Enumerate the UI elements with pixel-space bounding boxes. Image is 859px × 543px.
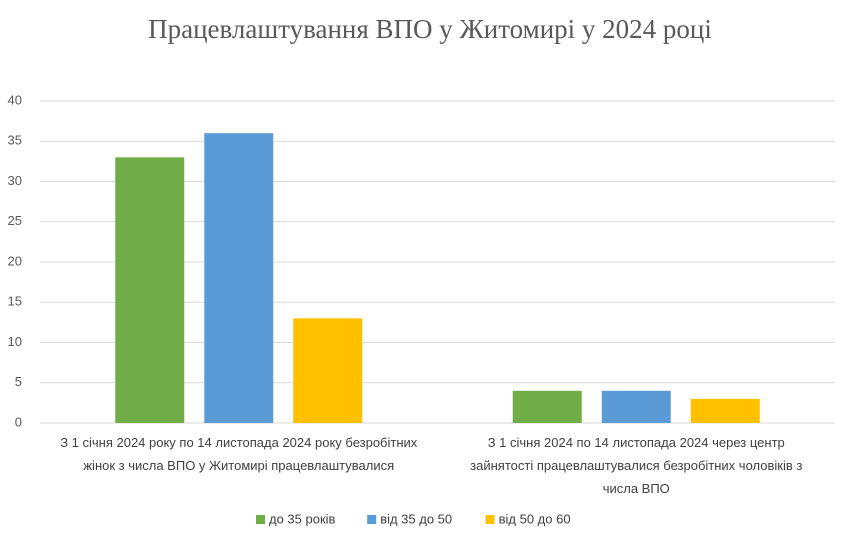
bar bbox=[115, 157, 185, 423]
x-tick-label: З 1 січня 2024 року по 14 листопада 2024… bbox=[60, 435, 418, 473]
chart-title: Працевлаштування ВПО у Житомирі у 2024 р… bbox=[148, 14, 712, 44]
legend-swatch bbox=[367, 515, 377, 524]
legend-label: до 35 років bbox=[269, 511, 336, 526]
y-tick-label: 30 bbox=[8, 173, 22, 188]
y-tick-label: 10 bbox=[8, 334, 22, 349]
y-tick-label: 0 bbox=[15, 414, 22, 429]
y-tick-label: 40 bbox=[8, 92, 22, 107]
legend-swatch bbox=[256, 515, 265, 524]
y-tick-label: 25 bbox=[8, 213, 22, 228]
bar bbox=[512, 390, 582, 423]
y-tick-label: 20 bbox=[8, 253, 22, 268]
bar bbox=[690, 398, 760, 423]
bar bbox=[204, 133, 274, 423]
x-tick-label: З 1 січня 2024 по 14 листопада 2024 чере… bbox=[470, 435, 803, 496]
legend-label: від 50 до 60 bbox=[499, 511, 571, 526]
y-tick-label: 35 bbox=[8, 133, 22, 148]
legend-swatch bbox=[485, 515, 495, 524]
y-tick-label: 5 bbox=[15, 374, 22, 389]
y-tick-label: 15 bbox=[8, 294, 22, 309]
legend-label: від 35 до 50 bbox=[380, 511, 452, 526]
bar bbox=[601, 390, 671, 423]
bar bbox=[293, 318, 363, 423]
